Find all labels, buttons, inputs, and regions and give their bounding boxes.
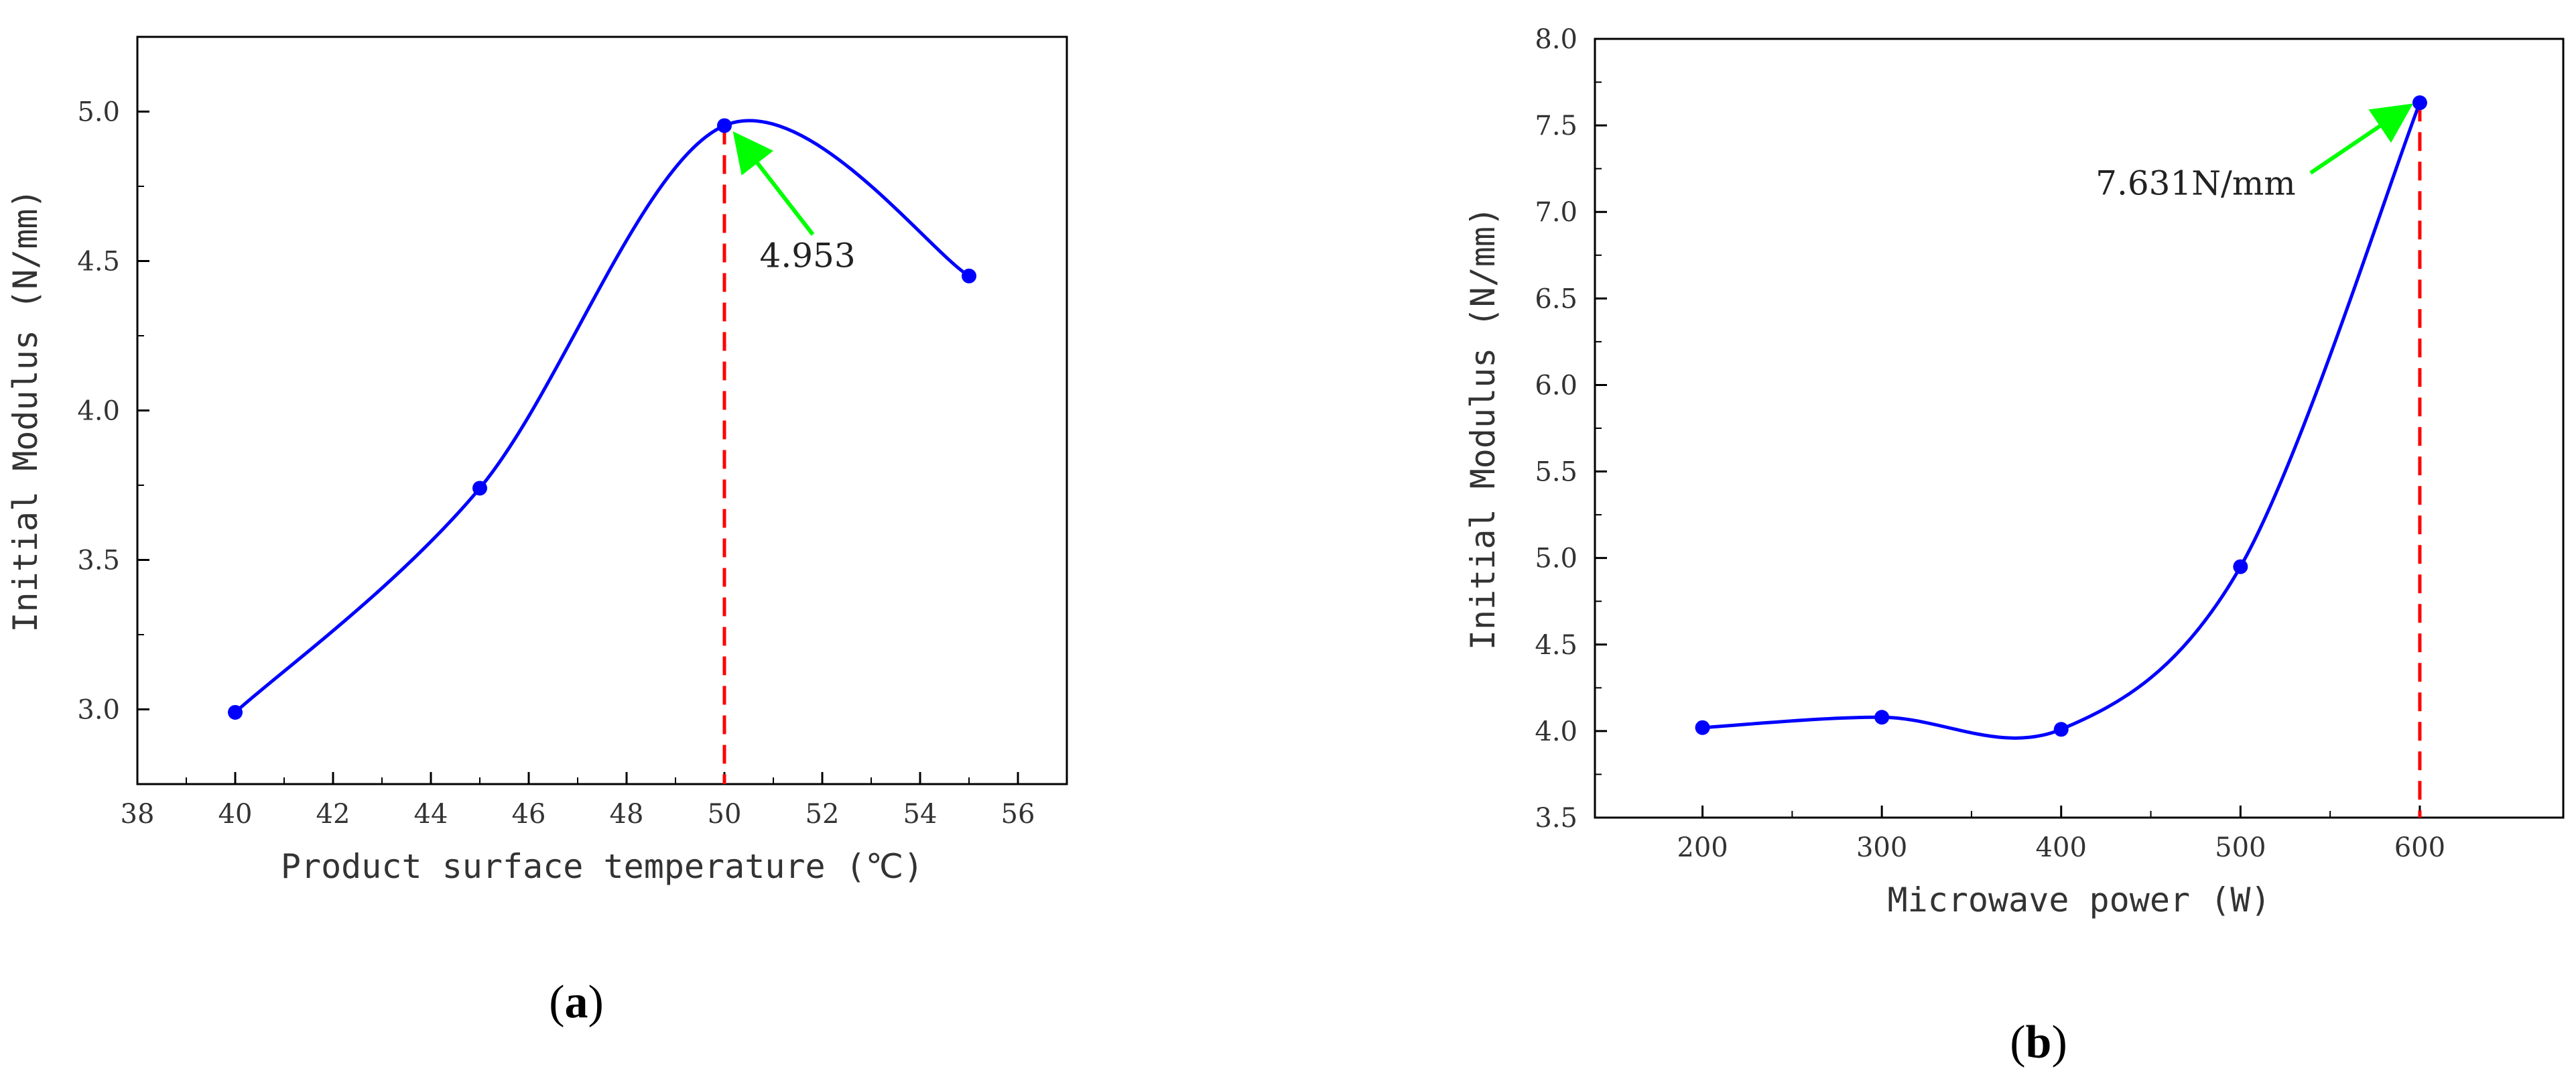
y-tick-label: 3.5 <box>77 546 120 576</box>
panel-label-b: (b) <box>2010 1017 2067 1068</box>
annotation-label: 4.953 <box>760 236 856 275</box>
x-tick-label: 38 <box>121 799 155 830</box>
data-point <box>1874 710 1890 725</box>
x-tick-label: 400 <box>2036 832 2087 863</box>
x-tick-label: 200 <box>1677 832 1728 863</box>
annotation-arrow <box>732 131 815 236</box>
x-tick-label: 500 <box>2215 832 2266 863</box>
x-tick-label: 52 <box>806 799 840 830</box>
y-tick-label: 7.0 <box>1535 197 1577 228</box>
y-tick-label: 5.0 <box>1535 544 1577 574</box>
y-tick-label: 8.0 <box>1535 24 1577 55</box>
annotation-arrow <box>2309 103 2413 175</box>
y-axis-title: Initial Modulus (N/mm) <box>1464 206 1502 650</box>
x-tick-label: 600 <box>2394 832 2445 863</box>
y-tick-label: 4.0 <box>1535 716 1577 747</box>
y-tick-label: 7.5 <box>1535 111 1577 141</box>
plot-frame <box>136 36 1068 785</box>
x-tick-label: 46 <box>512 799 546 830</box>
data-point <box>472 481 487 496</box>
x-tick-label: 50 <box>708 799 742 830</box>
y-tick-label: 6.0 <box>1535 370 1577 401</box>
y-tick-label: 5.5 <box>1535 457 1577 488</box>
y-tick-label: 4.5 <box>1535 630 1577 661</box>
chart-b: 200 300 400 500 600 3.5 4.0 4.5 5.0 5.5 6.0 6.5 7.0 7… <box>1464 24 2565 919</box>
x-axis-title: Product surface temperature (℃) <box>281 847 923 886</box>
y-tick-label: 3.5 <box>1535 803 1577 834</box>
y-tick-label: 5.0 <box>77 97 120 128</box>
x-tick-label: 54 <box>903 799 938 830</box>
y-tick-label: 4.5 <box>77 247 120 277</box>
x-tick-label: 40 <box>218 799 253 830</box>
y-tick-label: 6.5 <box>1535 283 1577 314</box>
x-tick-label: 44 <box>414 799 448 830</box>
data-point <box>717 118 732 133</box>
x-tick-label: 300 <box>1856 832 1907 863</box>
data-point <box>962 268 976 283</box>
data-point <box>2053 722 2069 737</box>
series-line <box>1702 102 2422 740</box>
data-point <box>228 704 243 720</box>
y-tick-label: 3.0 <box>77 695 120 726</box>
data-point <box>1695 720 1710 735</box>
x-tick-label: 48 <box>610 799 644 830</box>
data-point <box>2233 559 2248 574</box>
x-tick-label: 42 <box>316 799 350 830</box>
y-axis-title: Initial Modulus (N/mm) <box>6 188 45 632</box>
plot-frame <box>1594 38 2565 819</box>
data-point <box>2412 95 2427 111</box>
chart-a: 38 40 42 44 46 48 50 52 54 56 3.0 3.5 4.0 4.5 5.0 Produ… <box>6 36 1068 886</box>
panel-label-a: (a) <box>549 976 604 1028</box>
series-line <box>234 119 970 714</box>
y-tick-label: 4.0 <box>77 396 120 427</box>
x-tick-label: 56 <box>1001 799 1035 830</box>
annotation-label: 7.631N/mm <box>2096 164 2296 202</box>
x-axis-title: Microwave power (W) <box>1888 881 2271 919</box>
